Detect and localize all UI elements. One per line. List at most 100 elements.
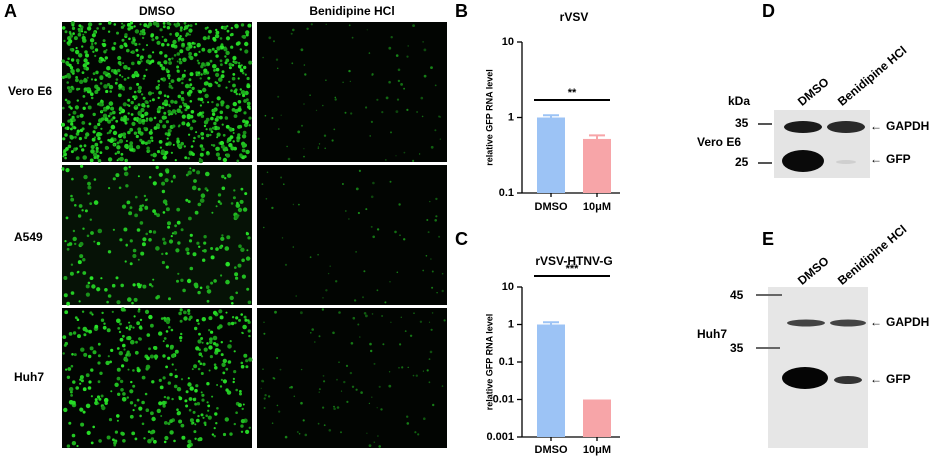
cell-dot — [376, 228, 380, 231]
cell-dot — [121, 75, 124, 78]
micrograph — [257, 165, 447, 305]
cell-dot — [331, 139, 334, 142]
cell-dot — [170, 79, 175, 83]
cell-dot — [122, 62, 125, 65]
cell-dot — [247, 236, 251, 240]
cell-dot — [148, 314, 153, 320]
cell-dot — [220, 274, 223, 277]
cell-dot — [79, 382, 82, 385]
cell-dot — [431, 286, 434, 289]
cell-dot — [80, 164, 84, 168]
cell-dot — [174, 368, 177, 371]
cell-dot — [225, 311, 228, 314]
cell-dot — [85, 53, 89, 58]
cell-dot — [341, 183, 344, 185]
cell-dot — [120, 152, 124, 156]
cell-dot — [179, 308, 183, 312]
cell-dot — [82, 227, 85, 230]
cell-dot — [163, 421, 168, 425]
cell-dot — [199, 152, 204, 157]
cell-dot — [212, 36, 216, 41]
cell-dot — [142, 122, 145, 125]
cell-dot — [322, 406, 325, 409]
cell-dot — [338, 361, 340, 364]
cell-dot — [71, 177, 74, 181]
cell-dot — [209, 355, 213, 359]
cell-dot — [262, 380, 265, 383]
cell-dot — [180, 111, 183, 114]
cell-dot — [70, 85, 74, 89]
cell-dot — [119, 74, 122, 77]
cell-dot — [220, 100, 225, 105]
cell-dot — [61, 59, 65, 63]
cell-dot — [343, 380, 346, 384]
cell-dot — [277, 95, 280, 98]
cell-dot — [332, 331, 335, 335]
cell-dot — [170, 235, 173, 238]
cell-dot — [214, 366, 218, 370]
cell-dot — [186, 251, 190, 255]
cell-dot — [177, 272, 180, 275]
cell-dot — [167, 225, 171, 229]
cell-dot — [186, 113, 191, 118]
cell-dot — [183, 21, 187, 25]
cell-dot — [415, 374, 418, 377]
cell-dot — [124, 358, 129, 362]
cell-dot — [323, 134, 327, 137]
cell-dot — [162, 376, 166, 380]
cell-dot — [220, 236, 225, 241]
cell-dot — [161, 35, 164, 38]
cell-dot — [412, 374, 415, 377]
cell-dot — [134, 42, 138, 47]
cell-dot — [222, 358, 227, 364]
cell-dot — [64, 156, 67, 160]
cell-dot — [102, 42, 107, 48]
cell-dot — [83, 333, 87, 337]
cell-dot — [66, 247, 70, 251]
cell-dot — [242, 72, 245, 75]
cell-dot — [216, 132, 221, 137]
cell-dot — [243, 353, 248, 358]
cell-dot — [225, 50, 230, 56]
cell-dot — [163, 111, 167, 115]
cell-dot — [100, 318, 105, 322]
cell-dot — [119, 156, 124, 162]
cell-dot — [100, 99, 103, 102]
cell-dot — [176, 77, 181, 82]
cell-dot — [274, 310, 277, 314]
cell-dot — [428, 321, 431, 323]
cell-dot — [163, 337, 167, 340]
cell-dot — [303, 148, 305, 150]
cell-dot — [65, 147, 69, 150]
cell-dot — [245, 429, 250, 434]
cell-dot — [121, 364, 125, 368]
cell-dot — [165, 170, 170, 174]
cell-dot — [182, 57, 187, 63]
cell-dot — [119, 44, 124, 49]
cell-dot — [218, 77, 223, 82]
cell-dot — [150, 153, 153, 157]
cell-dot — [145, 68, 148, 71]
cell-dot — [388, 46, 392, 50]
cell-dot — [139, 318, 143, 322]
cell-dot — [160, 149, 165, 154]
cell-dot — [200, 337, 204, 340]
cell-dot — [211, 47, 215, 51]
y-tick-label: 0.1 — [499, 187, 514, 199]
cell-dot — [81, 45, 84, 48]
cell-dot — [181, 42, 185, 47]
cell-dot — [380, 408, 383, 411]
cell-dot — [107, 250, 112, 254]
cell-dot — [126, 48, 130, 53]
cell-dot — [169, 344, 174, 349]
cell-dot — [200, 132, 205, 136]
cell-dot — [101, 405, 106, 411]
cell-dot — [171, 397, 174, 401]
cell-dot — [245, 232, 249, 236]
cell-dot — [189, 86, 191, 89]
cell-dot — [152, 230, 157, 234]
cell-dot — [132, 369, 135, 372]
cell-dot — [207, 415, 212, 420]
cell-dot — [132, 384, 136, 388]
cell-dot — [197, 187, 201, 191]
